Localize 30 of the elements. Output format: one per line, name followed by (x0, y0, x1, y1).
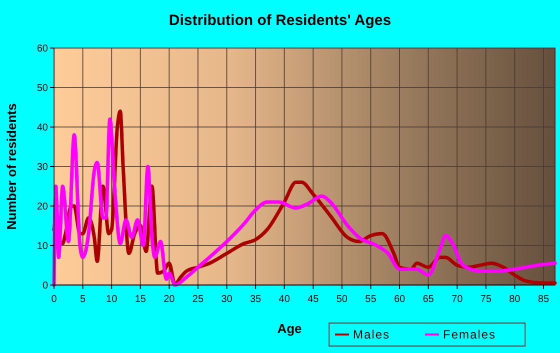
x-tick-label: 55 (365, 294, 377, 305)
x-tick-label: 35 (250, 294, 262, 305)
x-tick-label: 70 (452, 294, 464, 305)
y-axis-title: Number of residents (4, 103, 19, 230)
x-tick-label: 0 (51, 294, 58, 305)
y-tick-label: 60 (36, 44, 48, 54)
y-tick-label: 40 (36, 122, 48, 134)
x-axis-title: Age (277, 321, 302, 336)
x-tick-label: 25 (192, 294, 204, 305)
x-tick-label: 45 (308, 294, 320, 305)
chart-title: Distribution of Residents' Ages (168, 12, 392, 29)
x-tick-label: 20 (164, 294, 176, 305)
x-tick-label: 10 (106, 294, 118, 305)
x-tick-label: 80 (509, 294, 521, 305)
x-tick-label: 40 (278, 294, 290, 305)
legend-label: Females (443, 328, 496, 342)
x-tick-label: 5 (80, 294, 86, 305)
x-tick-label: 65 (422, 294, 434, 305)
y-tick-label: 30 (36, 162, 48, 173)
legend-label: Males (353, 328, 390, 342)
x-tick-label: 75 (480, 294, 492, 305)
y-tick-label: 50 (36, 83, 48, 94)
x-tick-label: 85 (538, 294, 550, 305)
x-tick-label: 60 (394, 294, 406, 305)
y-tick-label: 0 (42, 280, 48, 292)
y-tick-label: 10 (36, 241, 48, 252)
x-tick-label: 50 (336, 294, 348, 305)
x-tick-label: 30 (221, 294, 233, 305)
y-tick-label: 20 (36, 202, 48, 212)
x-tick-label: 15 (134, 294, 146, 305)
